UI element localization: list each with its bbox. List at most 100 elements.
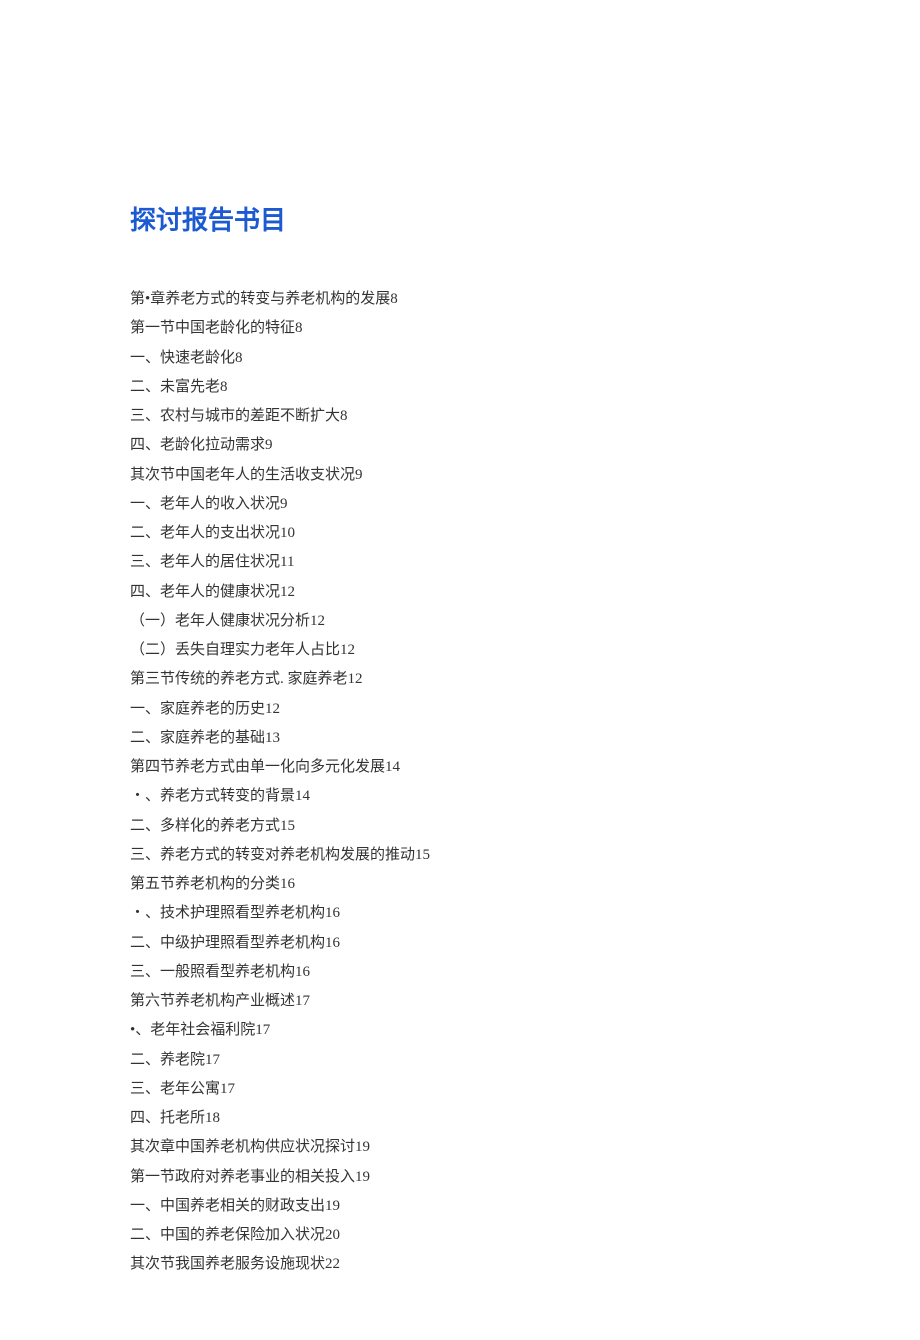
toc-entry-page: 15 — [415, 847, 430, 863]
toc-entry-page: 17 — [220, 1081, 235, 1097]
toc-entry: 二、中国的养老保险加入状况20 — [130, 1221, 790, 1250]
toc-entry-page: 12 — [348, 671, 363, 687]
toc-entry-page: 8 — [220, 379, 228, 395]
toc-entry-label: •、老年社会福利院 — [130, 1022, 255, 1038]
toc-entry: 二、未富先老8 — [130, 373, 790, 402]
toc-entry-label: 三、老年人的居住状况 — [130, 554, 280, 570]
toc-entry-page: 8 — [235, 350, 243, 366]
toc-entry-label: 第•章养老方式的转变与养老机构的发展 — [130, 291, 390, 307]
toc-entry-label: 三、一般照看型养老机构 — [130, 964, 295, 980]
toc-entry: 一、家庭养老的历史12 — [130, 695, 790, 724]
toc-entry: （一）老年人健康状况分析12 — [130, 607, 790, 636]
toc-entry: 一、老年人的收入状况9 — [130, 490, 790, 519]
toc-entry: 二、多样化的养老方式15 — [130, 812, 790, 841]
toc-entry-label: 二、中级护理照看型养老机构 — [130, 935, 325, 951]
toc-entry: 第一节中国老龄化的特征8 — [130, 314, 790, 343]
toc-entry-label: 其次节我国养老服务设施现状 — [130, 1256, 325, 1272]
toc-entry: 其次章中国养老机构供应状况探讨19 — [130, 1133, 790, 1162]
toc-entry-page: 14 — [295, 788, 310, 804]
toc-entry-page: 19 — [355, 1169, 370, 1185]
toc-entry-label: 四、老年人的健康状况 — [130, 584, 280, 600]
toc-entry-page: 12 — [310, 613, 325, 629]
toc-entry: 四、老年人的健康状况12 — [130, 578, 790, 607]
toc-entry-page: 13 — [265, 730, 280, 746]
toc-entry: 二、老年人的支出状况10 — [130, 519, 790, 548]
toc-entry-page: 17 — [295, 993, 310, 1009]
toc-entry: 三、老年人的居住状况11 — [130, 548, 790, 577]
toc-entry-page: 12 — [265, 701, 280, 717]
toc-entry: 第一节政府对养老事业的相关投入19 — [130, 1163, 790, 1192]
toc-entry: 四、托老所18 — [130, 1104, 790, 1133]
toc-entry: 一、快速老龄化8 — [130, 344, 790, 373]
toc-entry-label: 一、老年人的收入状况 — [130, 496, 280, 512]
toc-entry-label: 二、老年人的支出状况 — [130, 525, 280, 541]
document-page: 探讨报告书目 第•章养老方式的转变与养老机构的发展8第一节中国老龄化的特征8一、… — [0, 0, 920, 1340]
toc-entry-label: 第六节养老机构产业概述 — [130, 993, 295, 1009]
toc-entry-label: 二、中国的养老保险加入状况 — [130, 1227, 325, 1243]
toc-entry: 第•章养老方式的转变与养老机构的发展8 — [130, 285, 790, 314]
toc-entry-label: 二、未富先老 — [130, 379, 220, 395]
toc-entry-label: 第五节养老机构的分类 — [130, 876, 280, 892]
document-title: 探讨报告书目 — [130, 200, 790, 237]
toc-entry: •、老年社会福利院17 — [130, 1016, 790, 1045]
toc-entry: 二、中级护理照看型养老机构16 — [130, 929, 790, 958]
toc-entry-page: 19 — [325, 1198, 340, 1214]
toc-entry-label: 一、家庭养老的历史 — [130, 701, 265, 717]
toc-entry: 第四节养老方式由单一化向多元化发展14 — [130, 753, 790, 782]
toc-entry: 三、农村与城市的差距不断扩大8 — [130, 402, 790, 431]
toc-entry-page: 11 — [280, 554, 294, 570]
toc-entry-page: 15 — [280, 818, 295, 834]
toc-entry: 三、养老方式的转变对养老机构发展的推动15 — [130, 841, 790, 870]
toc-entry: 一、中国养老相关的财政支出19 — [130, 1192, 790, 1221]
toc-entry-label: 其次章中国养老机构供应状况探讨 — [130, 1139, 355, 1155]
toc-entry-page: 10 — [280, 525, 295, 541]
toc-entry: 三、老年公寓17 — [130, 1075, 790, 1104]
toc-entry-page: 8 — [340, 408, 348, 424]
toc-entry-page: 16 — [295, 964, 310, 980]
toc-entry-page: 12 — [280, 584, 295, 600]
toc-entry-page: 8 — [390, 291, 398, 307]
toc-entry: ・、技术护理照看型养老机构16 — [130, 899, 790, 928]
toc-entry-page: 16 — [325, 935, 340, 951]
toc-entry-page: 9 — [355, 467, 363, 483]
toc-entry-page: 20 — [325, 1227, 340, 1243]
toc-entry-label: 其次节中国老年人的生活收支状况 — [130, 467, 355, 483]
toc-entry-page: 14 — [385, 759, 400, 775]
toc-entry-label: 一、快速老龄化 — [130, 350, 235, 366]
toc-entry-page: 9 — [265, 437, 273, 453]
toc-entry-label: 二、多样化的养老方式 — [130, 818, 280, 834]
toc-entry-page: 17 — [255, 1022, 270, 1038]
toc-entry-page: 16 — [325, 905, 340, 921]
toc-entry-page: 16 — [280, 876, 295, 892]
toc-entry-label: 四、老龄化拉动需求 — [130, 437, 265, 453]
toc-entry-label: 二、养老院 — [130, 1052, 205, 1068]
toc-entry-label: 第一节中国老龄化的特征 — [130, 320, 295, 336]
toc-entry: 第五节养老机构的分类16 — [130, 870, 790, 899]
toc-entry-page: 12 — [340, 642, 355, 658]
toc-entry-label: 三、农村与城市的差距不断扩大 — [130, 408, 340, 424]
toc-entry-label: 三、老年公寓 — [130, 1081, 220, 1097]
toc-entry: 三、一般照看型养老机构16 — [130, 958, 790, 987]
toc-entry-page: 18 — [205, 1110, 220, 1126]
toc-entry-label: 三、养老方式的转变对养老机构发展的推动 — [130, 847, 415, 863]
toc-entry-label: （二）丢失自理实力老年人占比 — [130, 642, 340, 658]
toc-entry-label: 第三节传统的养老方式. 家庭养老 — [130, 671, 348, 687]
toc-entry-label: 二、家庭养老的基础 — [130, 730, 265, 746]
toc-entry: 第三节传统的养老方式. 家庭养老12 — [130, 665, 790, 694]
toc-entry: 四、老龄化拉动需求9 — [130, 431, 790, 460]
toc-entry: 第六节养老机构产业概述17 — [130, 987, 790, 1016]
toc-entry-label: （一）老年人健康状况分析 — [130, 613, 310, 629]
toc-entry-label: 一、中国养老相关的财政支出 — [130, 1198, 325, 1214]
toc-entry-page: 17 — [205, 1052, 220, 1068]
toc-entry-label: 第一节政府对养老事业的相关投入 — [130, 1169, 355, 1185]
toc-entry-label: 四、托老所 — [130, 1110, 205, 1126]
toc-entry: 其次节中国老年人的生活收支状况9 — [130, 461, 790, 490]
toc-entry-label: ・、养老方式转变的背景 — [130, 788, 295, 804]
toc-entry: ・、养老方式转变的背景14 — [130, 782, 790, 811]
toc-entry-page: 22 — [325, 1256, 340, 1272]
toc-entry-page: 8 — [295, 320, 303, 336]
toc-entry-page: 19 — [355, 1139, 370, 1155]
toc-entry-label: ・、技术护理照看型养老机构 — [130, 905, 325, 921]
toc-entry: 二、家庭养老的基础13 — [130, 724, 790, 753]
toc-entry: 二、养老院17 — [130, 1046, 790, 1075]
